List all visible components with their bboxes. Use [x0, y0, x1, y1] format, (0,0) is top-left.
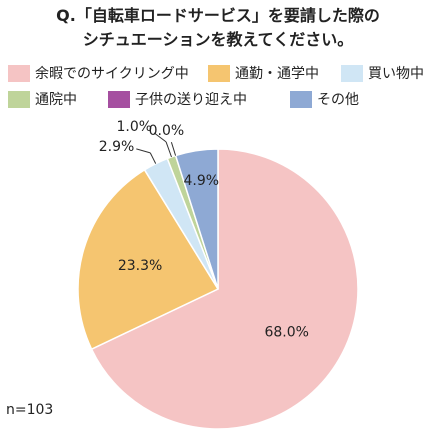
data-label-commute: 23.3% — [118, 258, 162, 274]
sample-size-note: n=103 — [6, 402, 54, 418]
legend-swatch-shopping — [341, 64, 363, 82]
data-label-child-pickup: 0.0% — [149, 123, 185, 139]
legend-label-shopping: 買い物中 — [368, 66, 424, 82]
legend-label-other: その他 — [317, 92, 359, 108]
chart-title-line-2: シチュエーションを教えてください。 — [82, 30, 354, 49]
leader-line-shopping — [149, 152, 157, 164]
data-label-leisure-cycling: 68.0% — [264, 324, 308, 340]
chart-title-line-1: Q.「自転車ロードサービス」を要請した際の — [56, 6, 380, 25]
legend-item-other: その他 — [290, 88, 359, 110]
chart-title: Q.「自転車ロードサービス」を要請した際の シチュエーションを教えてください。 — [0, 4, 436, 52]
legend-swatch-commute — [208, 64, 230, 82]
legend-swatch-other — [290, 90, 312, 108]
leader-line-hospital — [165, 141, 172, 158]
legend-label-commute: 通勤・通学中 — [235, 66, 319, 82]
legend-item-shopping: 買い物中 — [341, 62, 424, 84]
leader-line-child-pickup — [170, 142, 177, 156]
leader-line-hospital — [153, 132, 167, 143]
legend-label-leisure-cycling: 余暇でのサイクリング中 — [35, 66, 189, 82]
legend-label-hospital: 通院中 — [35, 92, 77, 108]
legend-item-leisure-cycling: 余暇でのサイクリング中 — [8, 62, 189, 84]
pie-slice-leisure-cycling — [90, 148, 359, 430]
legend-swatch-leisure-cycling — [8, 64, 30, 82]
leader-line-shopping — [136, 148, 151, 154]
data-label-shopping: 2.9% — [99, 139, 135, 155]
legend-item-hospital: 通院中 — [8, 88, 77, 110]
legend-item-commute: 通勤・通学中 — [208, 62, 319, 84]
data-label-other: 4.9% — [184, 173, 220, 189]
legend-item-child-pickup: 子供の送り迎え中 — [108, 88, 247, 110]
legend-label-child-pickup: 子供の送り迎え中 — [135, 92, 247, 108]
legend-swatch-hospital — [8, 90, 30, 108]
pie-slice-commute — [77, 168, 220, 351]
data-label-hospital: 1.0% — [117, 119, 153, 135]
legend-swatch-child-pickup — [108, 90, 130, 108]
